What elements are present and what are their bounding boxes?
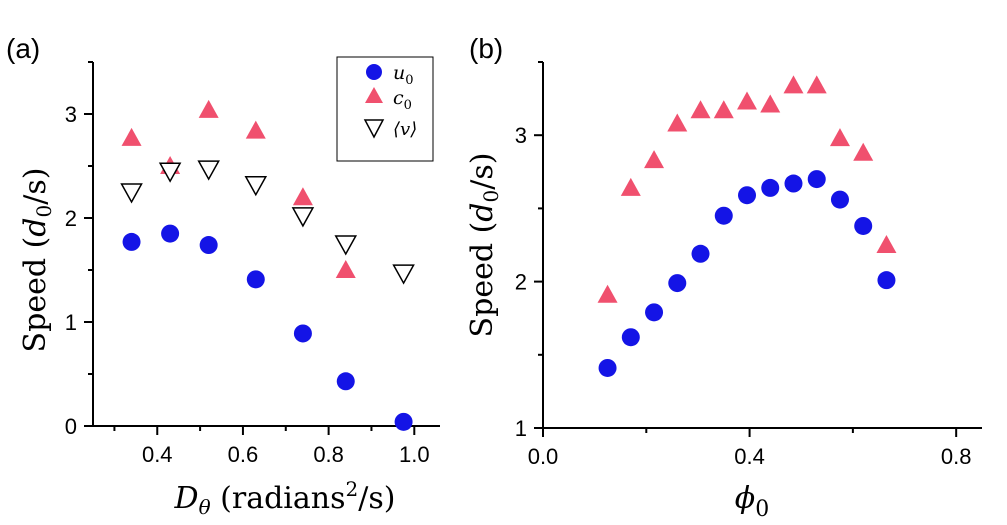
data-point-open-triangle xyxy=(158,162,182,183)
data-point-circle xyxy=(784,174,803,193)
legend-item-c0: c0 xyxy=(365,87,412,113)
data-point-triangle xyxy=(245,120,266,139)
data-point-circle xyxy=(691,244,710,263)
data-point-triangle xyxy=(713,100,734,119)
data-point-triangle xyxy=(620,177,641,196)
data-point-triangle xyxy=(829,128,850,147)
data-point-circle xyxy=(394,412,413,431)
series-c0-b xyxy=(597,75,897,303)
data-point-triangle xyxy=(292,187,313,206)
x-tick-label: 0.4 xyxy=(734,444,765,469)
series-v-a xyxy=(120,160,415,285)
legend-marker-u0 xyxy=(366,64,382,80)
data-point-circle xyxy=(161,224,180,243)
data-point-circle xyxy=(714,206,733,225)
panel-b-ylabel: Speed (d0/s) xyxy=(465,153,503,338)
x-tick-label: 1.0 xyxy=(399,442,430,467)
data-point-triangle xyxy=(198,99,219,118)
panel-a-xlabel: Dθ (radians2/s) xyxy=(174,477,396,519)
y-tick-label: 3 xyxy=(515,123,527,148)
data-point-triangle xyxy=(335,260,356,278)
legend: u0 c0 ⟨v⟩ xyxy=(336,56,434,162)
x-tick-label: 0.8 xyxy=(313,442,344,467)
x-tick-label: 0.8 xyxy=(941,444,972,469)
data-point-circle xyxy=(877,271,896,290)
data-point-circle xyxy=(807,170,826,189)
y-tick-label: 1 xyxy=(65,310,77,335)
y-tick-label: 1 xyxy=(515,416,527,441)
data-point-triangle xyxy=(667,113,688,132)
legend-label-c0: c0 xyxy=(393,87,412,113)
y-tick-label: 2 xyxy=(65,206,77,231)
legend-label-v: ⟨v⟩ xyxy=(393,119,417,140)
series-u0-a xyxy=(122,224,413,431)
data-point-triangle xyxy=(760,94,781,113)
panel-b-plot: 0.0 0.4 0.8 1 2 3 xyxy=(515,61,982,469)
data-point-triangle xyxy=(853,142,874,161)
data-point-circle xyxy=(293,324,312,343)
data-point-triangle xyxy=(597,284,618,303)
chart-marks: 0.4 0.6 0.8 1.0 0 1 2 3 0.0 0.4 0.8 1 2 3 xyxy=(65,61,982,469)
data-point-circle xyxy=(336,372,355,391)
series-c0-a xyxy=(121,99,356,278)
data-point-circle xyxy=(246,270,265,289)
data-point-open-triangle xyxy=(291,207,315,228)
panel-b-label: (b) xyxy=(469,33,503,64)
data-point-open-triangle xyxy=(244,175,268,197)
data-point-triangle xyxy=(690,100,711,119)
data-point-circle xyxy=(761,178,780,197)
y-tick-label: 0 xyxy=(65,414,77,439)
data-point-circle xyxy=(122,232,141,251)
legend-item-v: ⟨v⟩ xyxy=(363,119,417,140)
data-point-open-triangle xyxy=(334,235,358,256)
legend-marker-v xyxy=(363,119,385,139)
x-tick-label: 0.0 xyxy=(528,444,559,469)
legend-label-u0: u0 xyxy=(393,62,414,88)
legend-item-u0: u0 xyxy=(366,62,414,88)
data-point-circle xyxy=(645,303,664,322)
data-point-triangle xyxy=(644,150,665,169)
y-tick-label: 3 xyxy=(65,102,77,127)
data-point-triangle xyxy=(737,91,758,110)
data-point-open-triangle xyxy=(392,264,415,285)
data-point-open-triangle xyxy=(197,160,220,181)
y-tick-label: 2 xyxy=(515,270,527,295)
panel-a-ylabel: Speed (d0/s) xyxy=(18,168,56,353)
x-tick-label: 0.6 xyxy=(228,442,259,467)
data-point-circle xyxy=(598,358,617,377)
series-u0-b xyxy=(598,170,896,377)
data-point-circle xyxy=(830,190,849,209)
panel-b-xlabel: ϕ0 xyxy=(735,481,769,520)
data-point-triangle xyxy=(783,75,804,94)
panel-a-plot: 0.4 0.6 0.8 1.0 0 1 2 3 xyxy=(65,61,440,467)
panel-a-label: (a) xyxy=(6,33,40,64)
x-tick-label: 0.4 xyxy=(142,442,173,467)
legend-marker-c0 xyxy=(365,87,383,103)
data-point-triangle xyxy=(876,235,897,253)
data-point-triangle xyxy=(806,75,827,94)
data-point-circle xyxy=(854,216,873,235)
legend-box xyxy=(336,56,434,162)
data-point-circle xyxy=(621,328,640,347)
data-point-circle xyxy=(199,236,218,255)
data-point-open-triangle xyxy=(120,183,143,204)
data-point-circle xyxy=(738,186,757,205)
data-point-triangle xyxy=(121,127,142,146)
data-point-circle xyxy=(668,274,687,293)
